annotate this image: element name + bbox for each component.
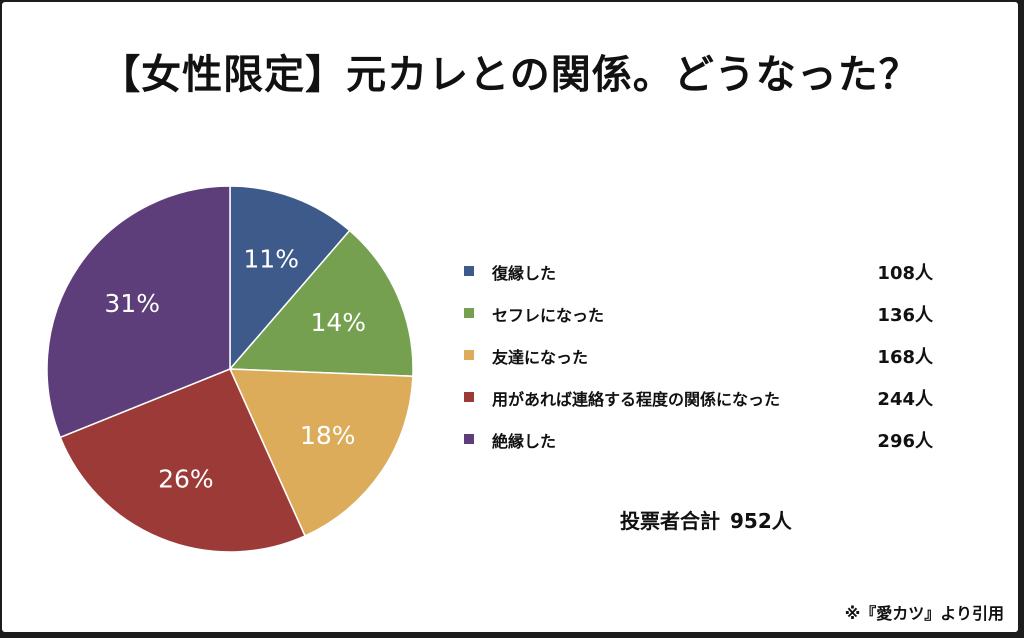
pie-slice-1 — [229, 185, 351, 372]
legend-item: 用があれば連絡する程度の関係になった 244人 — [462, 386, 982, 428]
slice-percent-label: 14% — [311, 308, 367, 337]
legend-swatch — [464, 266, 474, 276]
pie-slice-5 — [46, 185, 231, 439]
slice-percent-label: 18% — [300, 421, 356, 450]
legend-label: 用があれば連絡する程度の関係になった — [492, 390, 781, 409]
legend-item: 絶縁した 296人 — [462, 428, 982, 470]
chart-title: 【女性限定】元カレとの関係。どうなった？ — [100, 52, 920, 98]
legend-item: 友達になった 168人 — [462, 344, 982, 386]
legend-label: 友達になった — [492, 348, 589, 367]
legend-count: 168人 — [877, 347, 933, 368]
total-voters: 投票者合計 952人 — [620, 505, 792, 534]
pie-chart: 11% 14% 18% 26% 31% — [46, 185, 414, 553]
legend-swatch — [464, 392, 474, 402]
slice-percent-label: 31% — [104, 289, 160, 318]
legend-swatch — [464, 350, 474, 360]
legend-swatch — [464, 434, 474, 444]
legend: 復縁した 108人 セフレになった 136人 友達になった 168人 用があれば… — [462, 260, 982, 470]
legend-item: 復縁した 108人 — [462, 260, 982, 302]
slice-percent-label: 26% — [158, 465, 214, 494]
total-label: 投票者合計 — [620, 509, 720, 533]
total-value: 952人 — [730, 509, 792, 533]
chart-frame: 【女性限定】元カレとの関係。どうなった？ 11% 14% 18% 26% 31% 復縁し… — [2, 2, 1018, 632]
legend-item: セフレになった 136人 — [462, 302, 982, 344]
legend-count: 108人 — [877, 263, 933, 284]
pie-slice-4 — [59, 368, 307, 553]
legend-label: セフレになった — [492, 306, 605, 325]
legend-label: 復縁した — [492, 264, 557, 283]
legend-count: 136人 — [877, 305, 933, 326]
source-note: ※『愛カツ』より引用 — [844, 604, 1004, 623]
legend-swatch — [464, 308, 474, 318]
legend-count: 296人 — [877, 431, 933, 452]
legend-count: 244人 — [877, 389, 933, 410]
slice-percent-label: 11% — [243, 244, 299, 273]
legend-label: 絶縁した — [492, 432, 557, 451]
pie-slice-2 — [228, 229, 414, 378]
pie-slice-3 — [228, 368, 414, 537]
